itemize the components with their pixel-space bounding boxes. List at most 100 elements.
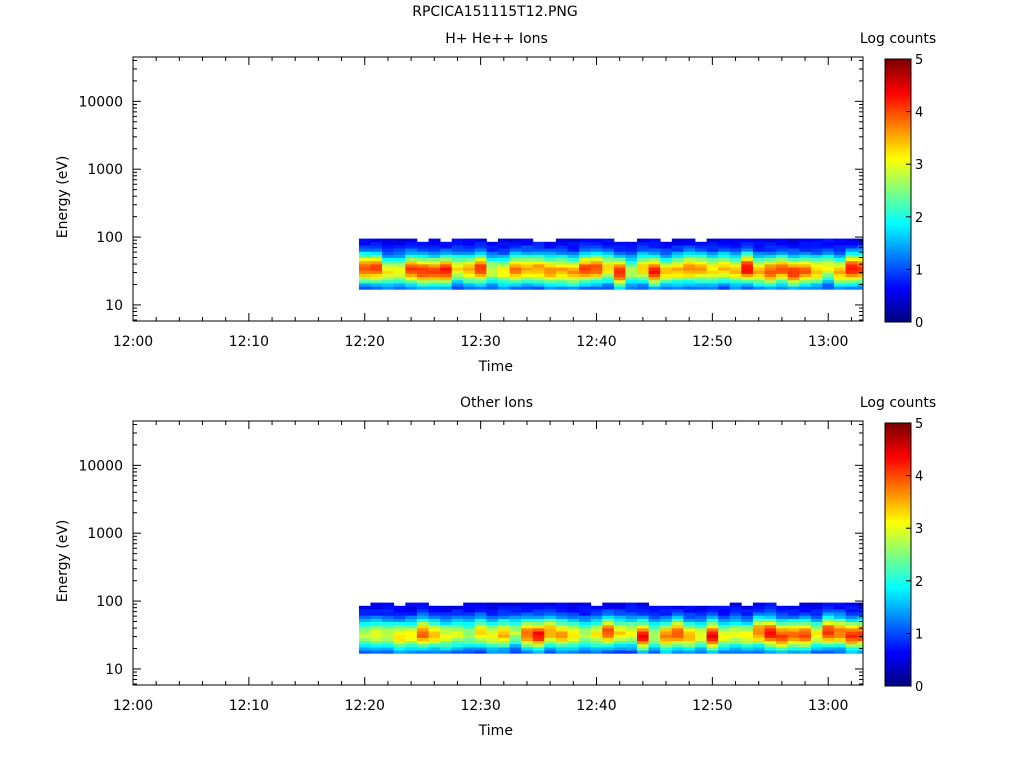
heatmap-cell (671, 634, 684, 638)
heatmap-cell (544, 254, 557, 258)
colorbar-segment (885, 169, 911, 173)
heatmap-cell (718, 615, 731, 619)
heatmap-cell (637, 263, 649, 268)
heatmap-cell (752, 279, 765, 284)
heatmap-cell (799, 286, 812, 290)
heatmap-cell (683, 260, 696, 265)
heatmap-cell (706, 637, 719, 642)
heatmap-cell (544, 647, 557, 651)
colorbar-segment (885, 633, 911, 637)
heatmap-cell (776, 244, 789, 249)
heatmap-cell (382, 647, 395, 651)
heatmap-cell (741, 248, 754, 252)
colorbar-segment (885, 423, 911, 427)
heatmap-cell (463, 624, 476, 629)
heatmap-cell (752, 251, 765, 255)
heatmap-cell (544, 270, 557, 274)
heatmap-cell (555, 241, 568, 246)
heatmap-cell (799, 257, 812, 262)
x-axis-label: Time (478, 359, 513, 375)
heatmap-cell (810, 241, 823, 246)
heatmap-cell (405, 650, 418, 654)
colorbar-segment (885, 190, 911, 194)
heatmap-cell (359, 276, 371, 281)
heatmap-cell (706, 627, 719, 632)
heatmap-cell (637, 650, 649, 654)
heatmap-cell (834, 260, 846, 265)
heatmap-cell (498, 241, 510, 246)
heatmap-cell (822, 286, 835, 290)
heatmap-cell (683, 241, 696, 246)
heatmap-cell (509, 276, 522, 281)
heatmap-cell (845, 647, 858, 651)
heatmap-cell (741, 251, 754, 255)
heatmap-cell (393, 238, 406, 243)
heatmap-cell (416, 270, 429, 274)
heatmap-cell (810, 251, 823, 255)
heatmap-cell (822, 627, 835, 632)
heatmap-cell (416, 263, 429, 268)
heatmap-cell (486, 647, 499, 651)
heatmap-cell (625, 605, 638, 610)
heatmap-cell (498, 263, 510, 268)
heatmap-cell (486, 618, 499, 622)
heatmap-cell (834, 273, 846, 278)
heatmap-cell (683, 263, 696, 268)
heatmap-cell (718, 267, 731, 271)
heatmap-cell (741, 605, 754, 610)
heatmap-cell (741, 283, 754, 287)
colorbar-segment (885, 166, 911, 170)
colorbar-segment (885, 224, 911, 228)
heatmap-cell (567, 244, 580, 249)
heatmap-cell (729, 283, 742, 287)
heatmap-cell (660, 286, 673, 290)
heatmap-cell (440, 615, 453, 619)
heatmap-cell (590, 286, 603, 290)
heatmap-cell (579, 260, 592, 265)
heatmap-cell (799, 631, 812, 635)
heatmap-cell (521, 286, 534, 290)
heatmap-cell (428, 618, 441, 622)
colorbar-segment (885, 491, 911, 495)
colorbar-segment (885, 108, 911, 113)
heatmap-cell (451, 257, 464, 262)
heatmap-cell (602, 279, 615, 284)
heatmap-cell (706, 254, 719, 258)
heatmap-cell (776, 643, 789, 648)
heatmap-cell (555, 602, 568, 607)
heatmap-cell (567, 270, 580, 274)
x-tick-label: 12:50 (692, 698, 732, 714)
heatmap-cell (440, 643, 453, 648)
heatmap-cell (463, 260, 476, 265)
colorbar-segment (885, 298, 911, 302)
heatmap-cell (671, 257, 684, 262)
heatmap-cell (555, 283, 568, 287)
heatmap-cell (706, 650, 719, 654)
heatmap-cell (787, 608, 800, 613)
heatmap-cell (590, 270, 603, 274)
heatmap-cell (671, 612, 684, 616)
heatmap-cell (428, 640, 441, 645)
heatmap-cell (486, 267, 499, 271)
heatmap-cell (509, 238, 522, 243)
colorbar-segment (885, 541, 911, 545)
colorbar-segment (885, 240, 911, 244)
heatmap-cell (695, 267, 707, 271)
heatmap-cell (857, 286, 864, 290)
heatmap-cell (695, 615, 707, 619)
heatmap-cell (706, 621, 719, 626)
heatmap-cell (567, 624, 580, 629)
heatmap-cell (521, 248, 534, 252)
heatmap-cell (776, 640, 789, 645)
heatmap-cell (718, 248, 731, 252)
heatmap-cell (706, 276, 719, 281)
heatmap-cell (544, 615, 557, 619)
page-title: RPCICA151115T12.PNG (412, 4, 578, 20)
heatmap-cell (440, 624, 453, 629)
heatmap-cell (799, 627, 812, 632)
heatmap-cell (602, 270, 615, 274)
heatmap-cell (822, 267, 835, 271)
heatmap-cell (683, 286, 696, 290)
heatmap-cell (393, 251, 406, 255)
heatmap-cell (822, 650, 835, 654)
